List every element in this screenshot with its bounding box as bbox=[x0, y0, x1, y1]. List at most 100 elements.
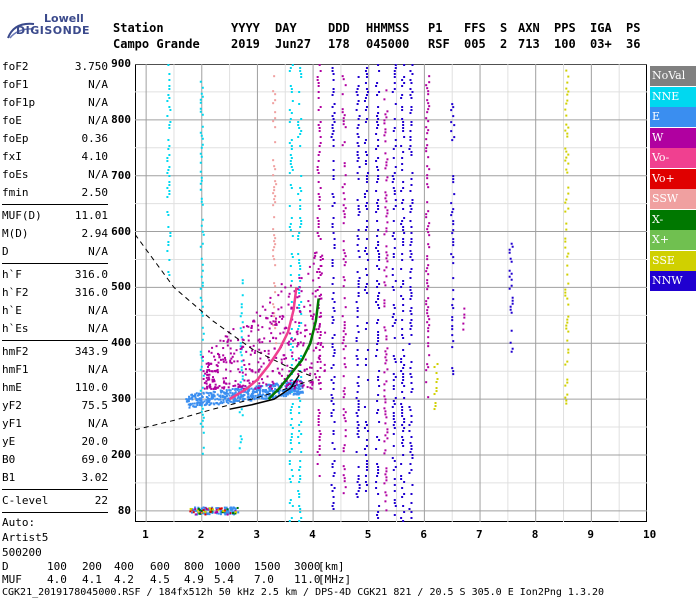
streak-point bbox=[386, 437, 389, 440]
streak-point bbox=[409, 190, 412, 192]
streak-point bbox=[425, 303, 428, 306]
streak-point bbox=[290, 166, 293, 168]
streak-point bbox=[508, 269, 511, 272]
cluster-point bbox=[240, 395, 243, 398]
cluster-point bbox=[210, 387, 213, 390]
streak-point bbox=[402, 379, 405, 381]
legend-item: W bbox=[650, 127, 696, 148]
streak-point bbox=[356, 271, 359, 273]
streak-point bbox=[241, 375, 244, 378]
streak-point bbox=[426, 111, 429, 114]
streak-point bbox=[273, 198, 276, 201]
cluster-point bbox=[271, 390, 274, 393]
cluster-point bbox=[201, 355, 204, 358]
streak-point bbox=[168, 127, 171, 129]
streak-point bbox=[510, 350, 513, 353]
streak-point bbox=[332, 433, 335, 435]
streak-point bbox=[409, 277, 412, 279]
cluster-point bbox=[233, 352, 236, 355]
cluster-point bbox=[214, 387, 217, 390]
streak-point bbox=[386, 209, 389, 212]
header-row1-cell: DDD bbox=[328, 21, 350, 35]
streak-point bbox=[300, 73, 303, 75]
streak-point bbox=[274, 285, 277, 288]
param-row: foF2 3.750 bbox=[2, 58, 108, 76]
streak-point bbox=[319, 142, 322, 144]
param-row: fxI 4.10 bbox=[2, 148, 108, 166]
streak-point bbox=[392, 178, 395, 180]
streak-point bbox=[202, 416, 205, 419]
streak-point bbox=[364, 475, 367, 477]
cluster-point bbox=[299, 388, 302, 391]
cluster-point bbox=[254, 349, 257, 352]
streak-point bbox=[274, 117, 277, 120]
streak-point bbox=[300, 190, 303, 192]
streak-point bbox=[509, 341, 512, 344]
streak-point bbox=[342, 240, 345, 243]
streak-point bbox=[364, 454, 367, 456]
streak-point bbox=[565, 123, 568, 126]
streak-point bbox=[341, 315, 344, 318]
streak-point bbox=[300, 421, 303, 423]
streak-point bbox=[565, 150, 568, 153]
streak-point bbox=[392, 313, 395, 315]
streak-point bbox=[166, 211, 169, 213]
streak-point bbox=[291, 358, 294, 360]
cluster-point bbox=[272, 336, 275, 339]
streak-point bbox=[386, 347, 389, 350]
cluster-point bbox=[318, 325, 321, 328]
streak-point bbox=[564, 291, 567, 294]
cluster-point bbox=[206, 387, 209, 390]
param-value: N/A bbox=[88, 417, 108, 430]
streak-point bbox=[434, 405, 437, 408]
streak-point bbox=[199, 161, 202, 164]
param-name: yE bbox=[2, 435, 16, 448]
cluster-point bbox=[191, 398, 194, 401]
cluster-point bbox=[197, 394, 200, 397]
streak-point bbox=[298, 430, 301, 432]
streak-point bbox=[290, 253, 293, 255]
streak-point bbox=[567, 90, 570, 93]
streak-point bbox=[365, 118, 368, 120]
streak-point bbox=[411, 91, 414, 93]
cluster-point bbox=[218, 356, 221, 359]
param-value: 3.750 bbox=[74, 60, 108, 73]
x-tick-label: 10 bbox=[643, 528, 657, 541]
cluster-point bbox=[233, 397, 236, 400]
e-region-point bbox=[205, 507, 208, 510]
param-value: N/A bbox=[88, 245, 108, 258]
streak-point bbox=[376, 280, 379, 282]
streak-point bbox=[343, 213, 346, 216]
streak-point bbox=[376, 322, 379, 324]
streak-point bbox=[363, 196, 366, 198]
cluster-point bbox=[228, 389, 231, 392]
streak-point bbox=[508, 275, 511, 278]
streak-point bbox=[565, 399, 568, 402]
streak-point bbox=[333, 349, 336, 351]
streak-point bbox=[364, 121, 367, 123]
cluster-point bbox=[287, 390, 290, 393]
streak-point bbox=[300, 223, 303, 225]
streak-point bbox=[166, 115, 169, 117]
streak-point bbox=[393, 172, 396, 174]
streak-point bbox=[343, 387, 346, 390]
streak-point bbox=[342, 492, 345, 495]
streak-point bbox=[427, 90, 430, 93]
streak-point bbox=[401, 220, 404, 222]
header-row1-cell: DAY bbox=[275, 21, 297, 35]
streak-point bbox=[410, 511, 413, 513]
streak-point bbox=[384, 113, 387, 116]
streak-point bbox=[462, 322, 465, 325]
e-region-point bbox=[236, 506, 239, 509]
streak-point bbox=[333, 112, 336, 114]
cluster-point bbox=[202, 512, 205, 515]
streak-point bbox=[408, 508, 411, 510]
param-value: 0.36 bbox=[81, 132, 109, 145]
streak-point bbox=[358, 277, 361, 279]
streak-point bbox=[332, 355, 335, 357]
streak-point bbox=[273, 216, 276, 219]
streak-point bbox=[201, 203, 204, 206]
streak-point bbox=[366, 91, 369, 93]
streak-point bbox=[274, 111, 277, 114]
streak-point bbox=[400, 145, 403, 147]
